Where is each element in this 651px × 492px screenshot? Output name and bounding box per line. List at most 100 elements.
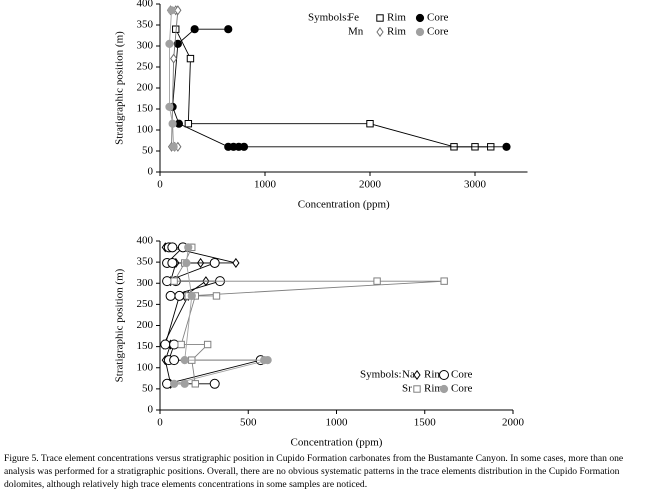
marker-circle bbox=[263, 356, 272, 365]
legend-entry: Rim bbox=[424, 369, 443, 381]
legend-entry: Core bbox=[427, 12, 449, 24]
marker-square bbox=[366, 120, 374, 128]
marker-ring bbox=[169, 339, 180, 350]
marker-square bbox=[191, 380, 200, 388]
legend-entry: Rim bbox=[424, 383, 443, 395]
legend-title: Symbols: bbox=[308, 12, 350, 24]
marker-circle bbox=[168, 119, 177, 128]
marker-circle bbox=[169, 142, 178, 151]
marker-ring bbox=[167, 242, 178, 253]
y-tick-label: 0 bbox=[148, 404, 154, 416]
y-tick-label: 100 bbox=[137, 361, 154, 373]
marker-circle bbox=[239, 142, 249, 151]
legend-title: Symbols: bbox=[360, 369, 402, 381]
marker-ring bbox=[165, 290, 176, 301]
legend-marker bbox=[439, 370, 449, 380]
y-tick-label: 300 bbox=[137, 40, 154, 52]
marker-circle bbox=[165, 102, 174, 112]
series-line bbox=[174, 247, 268, 385]
marker-ring bbox=[160, 339, 171, 350]
y-tick-label: 100 bbox=[137, 124, 154, 136]
legend-group-label: Sr bbox=[402, 383, 412, 395]
y-tick-label: 150 bbox=[137, 103, 154, 115]
marker-square bbox=[203, 340, 212, 349]
legend-marker bbox=[413, 385, 421, 393]
legend-marker bbox=[415, 27, 425, 37]
y-tick-label: 200 bbox=[137, 82, 154, 94]
x-tick-label: 3000 bbox=[464, 179, 487, 191]
marker-ring bbox=[209, 257, 220, 268]
y-tick-label: 400 bbox=[137, 0, 154, 10]
marker-square bbox=[184, 120, 193, 128]
y-axis-label: Stratigraphic position (m) bbox=[114, 31, 126, 145]
caption: Figure 5. Trace element concentrations v… bbox=[4, 453, 624, 490]
marker-square bbox=[440, 277, 448, 285]
marker-circle bbox=[180, 356, 189, 365]
y-tick-label: 400 bbox=[137, 235, 154, 247]
marker-diamond bbox=[232, 257, 240, 269]
marker-circle bbox=[190, 25, 199, 34]
marker-circle bbox=[502, 142, 511, 151]
y-tick-label: 150 bbox=[137, 340, 154, 352]
legend-marker bbox=[376, 14, 384, 22]
y-tick-label: 50 bbox=[142, 382, 154, 394]
marker-diamond bbox=[170, 53, 178, 64]
y-tick-label: 50 bbox=[142, 145, 154, 157]
y-axis-label: Stratigraphic position (m) bbox=[114, 268, 126, 382]
legend-entry: Rim bbox=[387, 12, 406, 24]
legend-entry: Core bbox=[427, 26, 449, 38]
marker-ring bbox=[209, 378, 220, 389]
series-line bbox=[172, 28, 507, 148]
series-line bbox=[175, 28, 491, 148]
marker-square bbox=[186, 54, 195, 63]
series-line bbox=[164, 246, 261, 385]
marker-circle bbox=[170, 379, 179, 388]
x-tick-label: 1000 bbox=[326, 417, 349, 429]
legend-entry: Core bbox=[451, 383, 473, 395]
legend-entry: Core bbox=[451, 369, 473, 381]
marker-circle bbox=[184, 243, 193, 252]
legend-group-label: Na bbox=[402, 369, 415, 381]
y-tick-label: 0 bbox=[148, 166, 154, 178]
marker-diamond bbox=[174, 5, 182, 16]
marker-ring bbox=[162, 276, 173, 287]
marker-circle bbox=[187, 291, 196, 301]
y-tick-label: 300 bbox=[137, 277, 154, 289]
marker-ring bbox=[174, 290, 185, 301]
x-axis-label: Concentration (ppm) bbox=[291, 437, 383, 449]
marker-square bbox=[373, 277, 381, 285]
legend-marker bbox=[439, 384, 449, 394]
marker-circle bbox=[182, 258, 191, 268]
y-tick-label: 350 bbox=[137, 256, 154, 268]
y-tick-label: 250 bbox=[137, 298, 154, 310]
legend-marker bbox=[413, 369, 421, 381]
x-tick-label: 2000 bbox=[359, 179, 382, 191]
marker-ring bbox=[167, 257, 178, 268]
x-tick-label: 1500 bbox=[414, 417, 437, 429]
y-tick-label: 350 bbox=[137, 19, 154, 31]
legend-marker bbox=[376, 26, 384, 38]
x-axis-label: Concentration (ppm) bbox=[298, 199, 390, 211]
legend-group-label: Fe bbox=[348, 12, 359, 24]
marker-square bbox=[177, 340, 185, 349]
x-tick-label: 2000 bbox=[502, 417, 525, 429]
x-tick-label: 0 bbox=[157, 179, 163, 191]
y-tick-label: 250 bbox=[137, 61, 154, 73]
marker-ring bbox=[169, 355, 180, 366]
marker-square bbox=[170, 277, 178, 285]
marker-circle bbox=[173, 39, 182, 49]
marker-circle bbox=[167, 6, 176, 15]
marker-square bbox=[212, 292, 221, 300]
legend-entry: Rim bbox=[387, 26, 406, 38]
marker-circle bbox=[180, 379, 189, 388]
x-tick-label: 0 bbox=[157, 417, 163, 429]
marker-circle bbox=[224, 25, 233, 34]
marker-circle bbox=[165, 39, 174, 49]
x-tick-label: 500 bbox=[240, 417, 257, 429]
legend-group-label: Mn bbox=[348, 26, 364, 38]
x-tick-label: 1000 bbox=[254, 179, 277, 191]
legend-marker bbox=[415, 13, 425, 23]
y-tick-label: 200 bbox=[137, 319, 154, 331]
